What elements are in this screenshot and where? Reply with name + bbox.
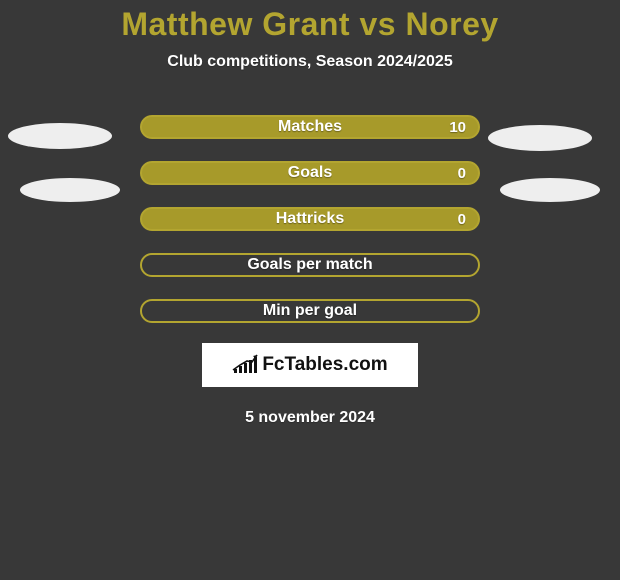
subtitle: Club competitions, Season 2024/2025: [0, 53, 620, 71]
stat-value: 0: [458, 211, 466, 228]
bars-icon: [232, 353, 258, 378]
stat-label: Hattricks: [276, 210, 344, 228]
decorative-ellipse: [488, 125, 592, 151]
stat-row: Min per goal: [140, 299, 480, 323]
stat-row: Goals per match: [140, 253, 480, 277]
stat-value: 10: [449, 119, 466, 136]
stat-row: Hattricks 0: [140, 207, 480, 231]
stat-row: Matches 10: [140, 115, 480, 139]
decorative-ellipse: [20, 178, 120, 202]
stat-value: 0: [458, 165, 466, 182]
stat-label: Goals: [288, 164, 332, 182]
stat-row: Goals 0: [140, 161, 480, 185]
logo-text-after: Tables.com: [285, 354, 388, 375]
stat-label: Matches: [278, 118, 342, 136]
date-line: 5 november 2024: [0, 409, 620, 427]
stat-label: Min per goal: [263, 302, 357, 320]
decorative-ellipse: [500, 178, 600, 202]
decorative-ellipse: [8, 123, 112, 149]
stat-label: Goals per match: [247, 256, 372, 274]
chart-container: Matthew Grant vs Norey Club competitions…: [0, 0, 620, 580]
page-title: Matthew Grant vs Norey: [0, 0, 620, 43]
logo-box: FcTables.com: [202, 343, 418, 387]
logo-text-before: Fc: [262, 354, 284, 375]
logo-text: FcTables.com: [262, 354, 387, 376]
